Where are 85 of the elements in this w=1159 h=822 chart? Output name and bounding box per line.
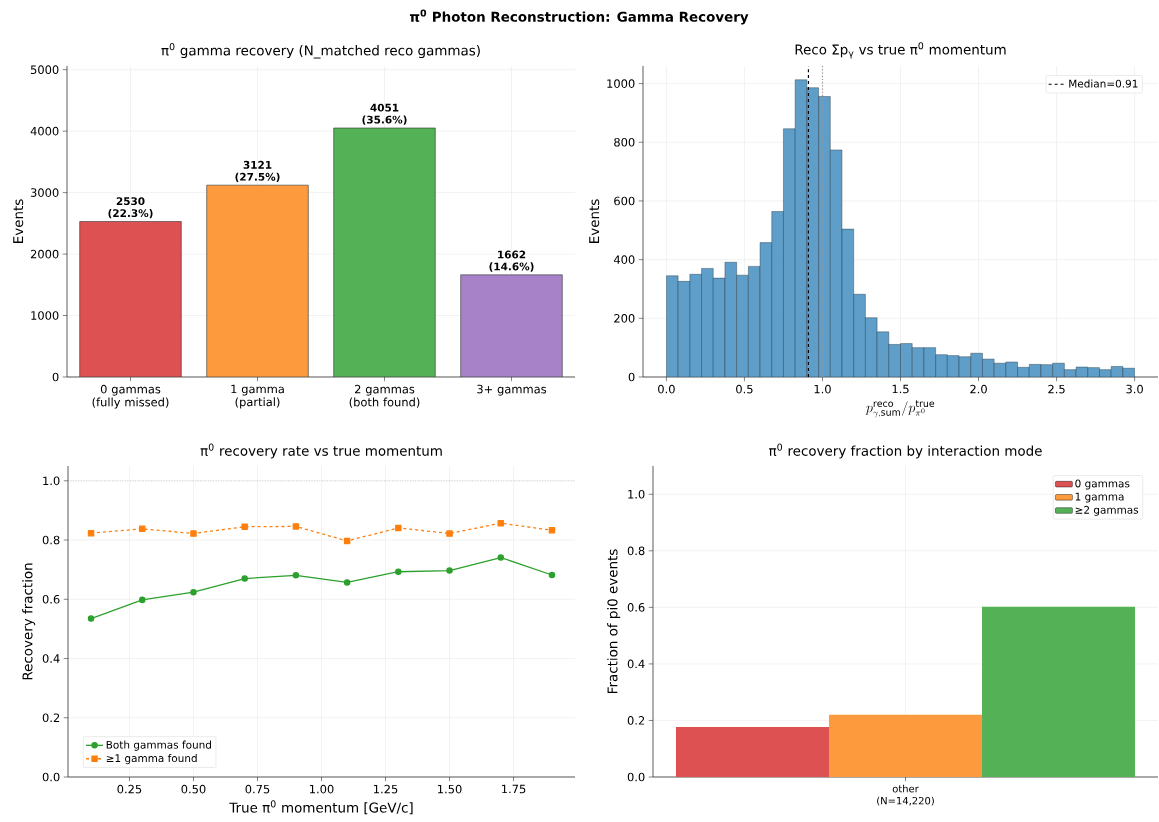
x-tick-label: 1.75 [502,784,526,794]
y-tick-label: 5000 [30,65,59,75]
y-tick-label: 400 [613,255,635,264]
point [292,572,300,579]
point [292,523,300,530]
x-axis-title: $p^{\mathrm{reco}}_{\gamma,\mathrm{sum}}/p^{\mathrm{true}}_{\pi^0}$ [865,400,935,418]
y-tick-label: 3000 [30,188,59,197]
x-tick-label: 1.50 [438,784,462,794]
point [139,596,146,604]
y-tick-label: 1.0 [43,476,60,486]
y-tick-label: 0.0 [42,772,60,782]
y-tick-label: 0 [52,372,59,382]
y-tick-label: 1.0 [628,489,645,499]
y-tick-label: 0.6 [627,603,645,612]
point [395,524,402,532]
data-label: 4051 (35.6%) [362,103,407,125]
bar [675,726,829,777]
x-tick-label: 2 gammas (both found) [349,384,420,408]
y-tick-label: 0.4 [627,659,645,669]
y-tick-label: 1000 [31,311,59,320]
y-tick-label: 0 [628,372,635,382]
data-label: 1662 (14.6%) [489,250,534,272]
bar [828,714,983,777]
legend-label: 0 gammas [1075,479,1130,490]
point [497,554,504,561]
data-label: 3121 (27.5%) [235,160,280,182]
x-tick-label: 0.5 [736,384,753,394]
point [395,568,402,575]
y-axis-title: Recovery fraction [22,563,36,680]
point [446,530,453,537]
data-label: 2530 (22.3%) [108,197,153,219]
point [139,525,146,533]
y-axis-title: Events [589,199,600,243]
y-tick-label: 2000 [30,249,59,259]
x-tick-label: 3+ gammas [477,384,547,396]
y-tick-label: 600 [614,196,635,206]
y-axis-title: Events [13,199,24,243]
x-tick-label: 0.50 [181,784,206,794]
x-tick-label: 1.00 [310,784,334,794]
point [446,567,453,574]
y-tick-label: 0.6 [42,594,60,604]
point [548,527,556,534]
text: π$^{0}$ Photon Reconstruction: Gamma Recovery [409,9,749,25]
chart-title: π$^{0}$ recovery rate vs true momentum [200,443,442,459]
y-tick-label: 0.0 [627,772,645,782]
point [497,519,504,527]
legend-label: Both gammas found [106,740,211,751]
y-tick-label: 0.8 [627,546,645,556]
x-tick-label: 0.0 [658,384,675,394]
x-tick-label: 2.0 [970,384,987,394]
legend-label: 1 gamma [1075,492,1124,503]
y-tick-label: 1000 [607,79,635,88]
x-tick-label: 1 gamma (partial) [231,384,284,409]
chart-title: Reco Σp$_{γ}$ vs true π$^{0}$ momentum [795,42,1006,59]
legend-label: ≥1 gamma found [106,754,197,765]
x-tick-label: 1.25 [374,784,398,794]
bar [982,606,1136,777]
y-tick-label: 0.2 [42,713,60,723]
x-tick-label: 0.25 [117,784,142,794]
y-tick-label: 200 [614,313,635,323]
x-tick-label: 1.0 [814,384,831,394]
x-tick-label: 3.0 [1126,384,1143,394]
ref-line-label: Median=0.91 [1069,79,1138,88]
y-tick-label: 800 [614,137,635,147]
x-tick-label: 1.5 [892,384,909,394]
x-tick-label: 0.75 [245,784,270,794]
point [190,530,197,537]
x-tick-label: 2.5 [1048,384,1065,394]
y-axis-title: Fraction of pi0 events [607,549,621,693]
point [241,575,248,582]
x-axis-title: True π$^{0}$ momentum [GeV/c] [229,800,413,815]
y-tick-label: 4000 [30,126,59,136]
chart-title: π$^{0}$ gamma recovery (N_matched reco gammas) [161,43,480,59]
chart-title: π$^{0}$ recovery fraction by interaction mode [769,443,1042,459]
point [241,523,248,530]
point [190,588,197,596]
point [548,571,556,579]
point [87,615,95,622]
y-tick-label: 0.8 [42,535,60,545]
y-tick-label: 0.4 [42,654,60,663]
point [343,579,351,586]
x-tick-label: 0 gammas (fully missed) [92,384,169,409]
x-tick-label: other (N=14,220) [877,784,934,806]
legend-label: ≥2 gammas [1075,505,1139,516]
y-tick-label: 0.2 [627,716,645,725]
